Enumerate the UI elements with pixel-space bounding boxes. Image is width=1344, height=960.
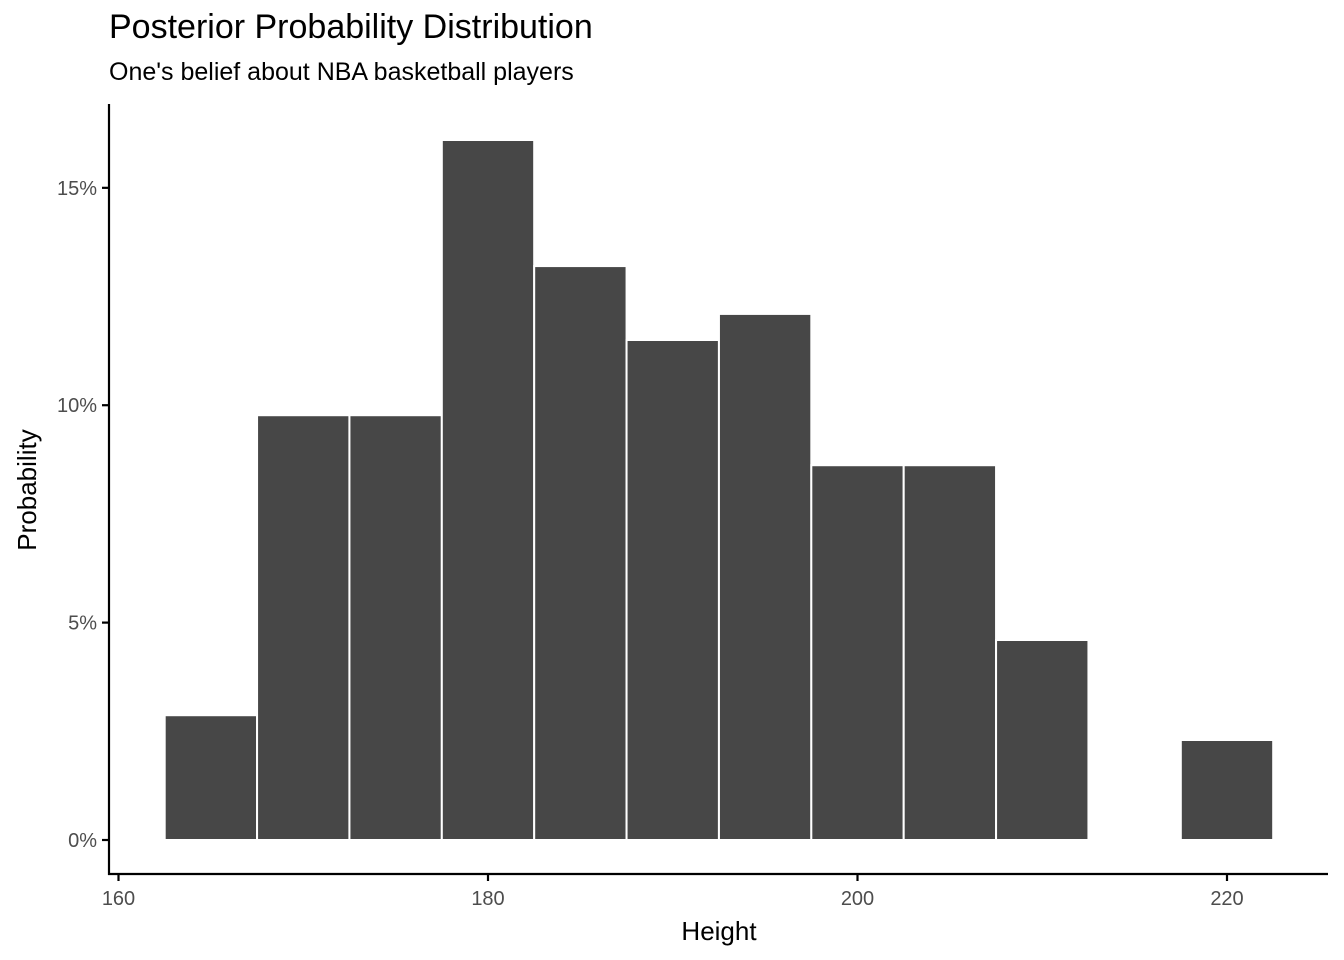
histogram-bar xyxy=(163,714,259,842)
histogram-bar xyxy=(995,639,1090,841)
histogram-bar xyxy=(256,414,351,841)
chart-title: Posterior Probability Distribution xyxy=(109,8,593,46)
histogram-bar xyxy=(717,312,813,842)
x-axis-title: Height xyxy=(681,916,757,946)
bars-group xyxy=(163,139,1275,842)
histogram-bar xyxy=(810,464,905,841)
y-tick-label: 0% xyxy=(68,830,97,852)
histogram-bar xyxy=(1179,739,1275,841)
x-tick-label: 200 xyxy=(841,888,874,910)
y-tick-label: 5% xyxy=(68,613,97,635)
x-tick-label: 180 xyxy=(471,888,504,910)
histogram-bar xyxy=(902,464,998,841)
histogram-bar xyxy=(440,139,536,841)
y-tick-label: 10% xyxy=(57,395,97,417)
axes-group: 0% 5% 10% 15% 160 180 200 220 xyxy=(57,104,1328,910)
histogram-bar xyxy=(625,339,720,841)
histogram-bar xyxy=(533,265,628,841)
histogram-bar xyxy=(348,414,443,841)
x-tick-label: 160 xyxy=(102,888,135,910)
x-tick-label: 220 xyxy=(1210,888,1243,910)
chart-subtitle: One's belief about NBA basketball player… xyxy=(109,58,574,86)
y-tick-label: 15% xyxy=(57,178,97,200)
y-axis-title: Probability xyxy=(12,429,42,550)
